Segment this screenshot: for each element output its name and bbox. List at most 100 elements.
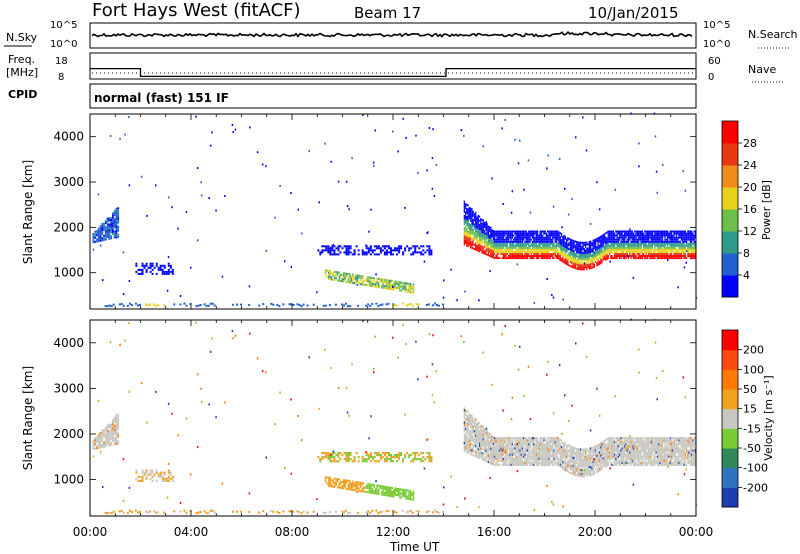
echo-cell — [115, 224, 118, 226]
echo-cell — [163, 471, 166, 474]
echo-cell — [519, 234, 521, 237]
echo-cell — [588, 259, 590, 262]
echo-cell — [682, 255, 684, 257]
echo-cell — [490, 226, 492, 229]
echo-cell — [637, 232, 640, 235]
echo-cell — [590, 263, 592, 266]
echo-cell — [169, 471, 172, 474]
echo-cell — [645, 253, 647, 255]
echo-cell — [670, 234, 673, 237]
echo-cell — [598, 238, 601, 241]
echo-cell — [600, 252, 602, 254]
echo-cell — [632, 242, 635, 245]
echo-cell — [333, 270, 336, 273]
echo-cell — [506, 234, 508, 237]
echo-cell — [117, 227, 120, 230]
echo-cell — [340, 480, 342, 483]
echo-cell — [480, 220, 482, 223]
echo-cell — [521, 451, 524, 454]
echo-cell — [538, 238, 540, 241]
echo-cell — [390, 288, 392, 290]
echo-cell — [529, 211, 532, 214]
echo-cell — [409, 510, 412, 513]
echo-cell — [500, 251, 502, 253]
echo-cell — [578, 264, 580, 266]
echo-cell — [509, 232, 511, 235]
echo-cell — [502, 437, 505, 440]
echo-cell — [553, 459, 555, 462]
echo-cell — [646, 236, 649, 239]
echo-cell — [108, 423, 111, 426]
echo-cell — [531, 251, 534, 253]
echo-cell — [680, 234, 683, 237]
echo-cell — [549, 443, 551, 446]
echo-cell — [471, 428, 473, 431]
echo-cell — [553, 441, 555, 444]
echo-cell — [612, 248, 614, 251]
echo-cell — [610, 246, 612, 249]
echo-cell — [408, 284, 410, 287]
echo-cell — [358, 487, 360, 490]
echo-cell — [410, 253, 413, 256]
echo-cell — [511, 443, 513, 446]
echo-cell — [545, 244, 548, 247]
echo-cell — [515, 439, 517, 442]
echo-cell — [463, 223, 465, 226]
echo-cell — [624, 253, 626, 255]
echo-cell — [296, 510, 299, 513]
echo-cell — [329, 278, 331, 281]
echo-cell — [523, 255, 525, 257]
echo-cell — [370, 282, 372, 285]
echo-cell — [489, 226, 491, 229]
echo-cell — [574, 259, 577, 261]
echo-cell — [610, 255, 612, 257]
echo-cell — [557, 251, 559, 253]
echo-cell — [408, 288, 410, 291]
echo-cell — [472, 239, 474, 242]
echo-cell — [531, 257, 534, 260]
echo-cell — [568, 256, 570, 259]
echo-cell — [663, 240, 665, 243]
echo-cell — [117, 440, 120, 443]
echo-cell — [567, 255, 569, 258]
echo-cell — [548, 244, 550, 247]
echo-cell — [552, 253, 554, 255]
echo-cell — [467, 433, 469, 436]
echo-cell — [543, 457, 545, 460]
echo-cell — [96, 234, 98, 237]
echo-cell — [596, 264, 598, 267]
echo-cell — [675, 232, 678, 235]
echo-cell — [504, 242, 506, 245]
echo-cell — [171, 272, 174, 275]
echo-cell — [496, 463, 498, 466]
echo-cell — [505, 439, 507, 442]
echo-cell — [344, 276, 346, 279]
echo-cell — [481, 239, 483, 242]
echo-cell — [149, 262, 152, 265]
echo-cell — [467, 208, 469, 211]
echo-cell — [515, 255, 517, 257]
echo-cell — [463, 446, 465, 449]
echo-cell — [588, 245, 590, 248]
echo-cell — [475, 211, 477, 214]
echo-cell — [367, 487, 369, 490]
echo-cell — [475, 453, 477, 456]
echo-cell — [139, 475, 142, 478]
echo-cell — [514, 255, 516, 257]
echo-cell — [329, 483, 331, 486]
echo-cell — [543, 445, 545, 448]
echo-cell — [569, 248, 572, 251]
echo-cell — [361, 484, 363, 487]
echo-cell — [632, 276, 635, 279]
echo-cell — [490, 451, 492, 454]
echo-cell — [595, 256, 597, 259]
echo-cell — [473, 227, 476, 230]
echo-cell — [323, 245, 326, 248]
echo-cell — [465, 227, 467, 230]
echo-cell — [630, 240, 632, 243]
echo-cell — [240, 303, 242, 306]
colorbar-tick-label: 20 — [743, 181, 757, 194]
echo-cell — [489, 228, 491, 231]
echo-cell — [467, 235, 469, 237]
echo-cell — [468, 421, 471, 424]
